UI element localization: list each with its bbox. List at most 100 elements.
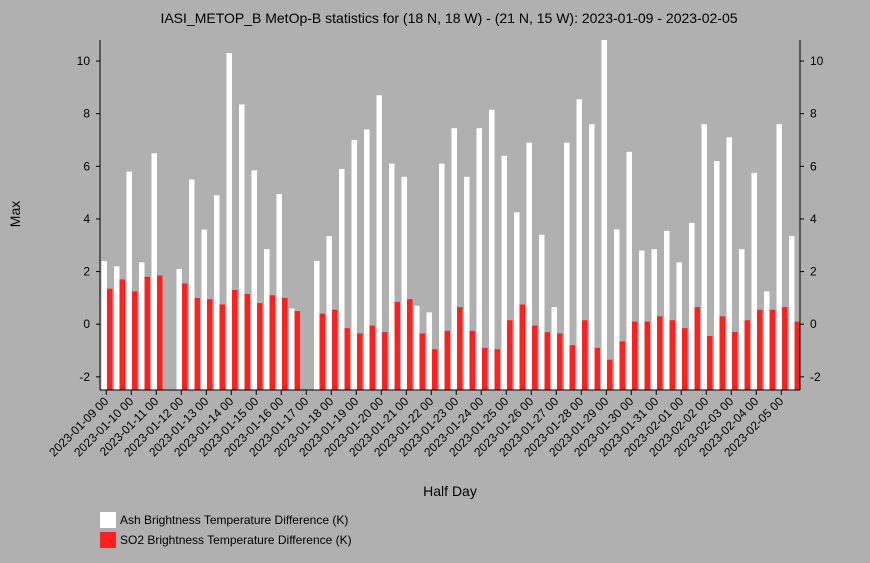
y-tick-label-right: -2 (810, 370, 821, 384)
y-tick-label-right: 4 (810, 212, 817, 226)
bar-ash (101, 261, 107, 390)
bar-so2 (694, 307, 700, 390)
bar-ash (601, 40, 607, 390)
y-tick-label-left: 2 (83, 265, 90, 279)
bar-so2 (132, 291, 138, 390)
bar-so2 (469, 330, 475, 390)
legend: Ash Brightness Temperature Difference (K… (100, 512, 352, 548)
bar-ash (501, 155, 507, 390)
bar-ash (214, 195, 220, 390)
bar-so2 (494, 349, 500, 390)
bar-ash (326, 236, 332, 390)
bar-so2 (507, 320, 513, 390)
bar-so2 (582, 320, 588, 390)
bar-ash (464, 176, 470, 390)
bar-ash (651, 249, 657, 390)
bar-so2 (644, 321, 650, 390)
bar-so2 (669, 320, 675, 390)
bar-so2 (407, 299, 413, 390)
bar-ash (514, 212, 520, 390)
bar-ash (414, 305, 420, 390)
bar-so2 (419, 333, 425, 390)
bar-ash (489, 109, 495, 390)
bar-so2 (719, 316, 725, 390)
bar-so2 (769, 309, 775, 390)
bar-ash (251, 170, 257, 390)
x-axis-label: Half Day (423, 483, 477, 499)
bar-so2 (482, 347, 488, 390)
bar-so2 (357, 333, 363, 390)
bar-so2 (207, 299, 213, 390)
bar-so2 (607, 359, 613, 390)
legend-label-ash: Ash Brightness Temperature Difference (K… (120, 513, 348, 527)
bar-ash (764, 291, 770, 390)
bar-ash (576, 99, 582, 391)
legend-swatch-ash (100, 512, 116, 528)
bar-so2 (569, 345, 575, 390)
y-tick-label-left: 6 (83, 159, 90, 173)
bar-ash (151, 153, 157, 390)
bar-so2 (432, 349, 438, 390)
bar-ash (701, 124, 707, 391)
y-tick-label-right: 8 (810, 107, 817, 121)
bar-so2 (119, 279, 125, 390)
bar-so2 (707, 336, 713, 390)
plot-area (101, 40, 800, 391)
bar-ash (689, 222, 695, 390)
bar-so2 (144, 276, 150, 390)
bar-ash (564, 142, 570, 390)
bar-ash (589, 124, 595, 391)
bar-ash (314, 261, 320, 390)
legend-label-so2: SO2 Brightness Temperature Difference (K… (120, 533, 352, 547)
bar-ash (639, 250, 645, 390)
y-tick-label-left: 0 (83, 317, 90, 331)
bar-ash (351, 140, 357, 390)
bar-ash (551, 307, 557, 390)
bar-so2 (157, 275, 163, 390)
bar-so2 (382, 332, 388, 390)
bar-ash (139, 262, 145, 390)
bar-ash (539, 234, 545, 390)
y-tick-label-left: 10 (77, 54, 91, 68)
legend-swatch-so2 (100, 532, 116, 548)
bar-so2 (319, 313, 325, 390)
bar-ash (614, 229, 620, 390)
bar-so2 (594, 347, 600, 390)
bar-ash (389, 163, 395, 390)
bar-ash (626, 151, 632, 390)
bar-so2 (182, 283, 188, 390)
bar-ash (439, 163, 445, 390)
bar-so2 (369, 325, 375, 390)
bar-so2 (244, 293, 250, 390)
bar-ash (276, 193, 282, 390)
bar-so2 (657, 316, 663, 390)
bar-so2 (782, 307, 788, 390)
bar-so2 (519, 304, 525, 390)
y-tick-label-left: 8 (83, 107, 90, 121)
bar-ash (114, 266, 120, 390)
chart-title: IASI_METOP_B MetOp-B statistics for (18 … (160, 10, 737, 26)
bar-so2 (282, 297, 288, 390)
bar-so2 (294, 311, 300, 390)
y-tick-label-right: 2 (810, 265, 817, 279)
bar-so2 (732, 332, 738, 390)
bar-so2 (757, 309, 763, 390)
y-tick-label-right: 10 (810, 54, 824, 68)
bar-so2 (457, 307, 463, 390)
bar-so2 (744, 320, 750, 390)
bar-ash (176, 268, 182, 390)
bar-so2 (344, 328, 350, 390)
bar-so2 (269, 295, 275, 390)
y-tick-label-right: 0 (810, 317, 817, 331)
bar-so2 (532, 325, 538, 390)
bar-so2 (444, 330, 450, 390)
bar-ash (226, 53, 232, 390)
bar-ash (726, 137, 732, 390)
bar-so2 (332, 309, 338, 390)
bar-ash (401, 176, 407, 390)
bar-ash (339, 168, 345, 390)
bar-ash (789, 236, 795, 390)
bar-so2 (619, 341, 625, 390)
